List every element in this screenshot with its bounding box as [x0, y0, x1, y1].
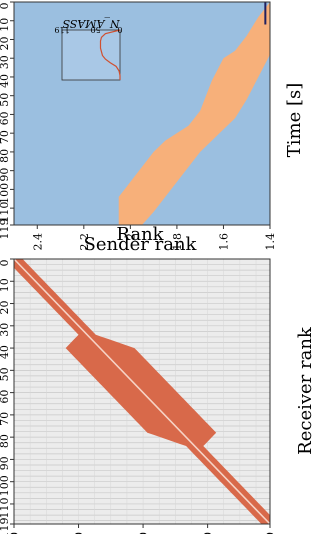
sender-receiver-heatmap: 03060901190102030405060708090100110119 R…: [0, 234, 316, 534]
rank-time-plot: 119 50 0 1.4 1.6 1.8 2 2.2 2.4 0 10 20 30 40 50 60 70 80…: [0, 1, 305, 251]
rank-time-x-tick-label: 1.6: [217, 233, 230, 251]
rank-time-ticks: 1.41.61.822.22.4010203040506070809010011…: [0, 1, 277, 251]
heatmap-marks: [13, 258, 271, 525]
heatmap-y-axis-label: Sender rank: [84, 234, 198, 255]
heatmap-x-tick-label: 90: [202, 532, 215, 534]
rank-time-x-tick-label: 2.4: [31, 233, 44, 251]
inset-tick-label: 50: [91, 25, 101, 34]
heatmap-y-tick-label: 30: [0, 323, 11, 337]
rank-time-y-tick-label: 119: [0, 219, 11, 240]
heatmap-y-tick-label: 60: [0, 390, 11, 404]
inset-tick-label: 0: [117, 25, 122, 34]
rank-time-x-tick-label: 1.8: [171, 233, 184, 251]
heatmap-ticks: 03060901190102030405060708090100110119: [0, 258, 277, 534]
rank-time-y-tick-label: 0: [0, 3, 11, 10]
heatmap-x-tick-label: 60: [137, 532, 150, 534]
rank-time-y-tick-label: 80: [0, 149, 11, 163]
heatmap-x-tick-label: 30: [73, 532, 86, 534]
rank-time-y-tick-label: 30: [0, 55, 11, 69]
rank-time-y-tick-label: 40: [0, 74, 11, 88]
rank-time-x-tick-label: 2.2: [78, 233, 91, 251]
heatmap-y-tick-label: 80: [0, 434, 11, 448]
heatmap-y-tick-label: 50: [0, 367, 11, 381]
heatmap-x-axis-label: Receiver rank: [295, 326, 316, 455]
rank-time-y-tick-label: 100: [0, 183, 11, 204]
inset-plot: 119 50 0: [54, 25, 123, 81]
heatmap-y-tick-label: 0: [0, 260, 11, 267]
rank-time-marks: [13, 1, 271, 226]
heatmap-y-tick-label: 40: [0, 345, 11, 359]
heatmap-frame: [13, 258, 271, 525]
rank-time-y-tick-label: 50: [0, 93, 11, 107]
rank-time-frame: [13, 1, 271, 226]
rank-time-x-tick-label: 2: [124, 233, 137, 240]
inset-series-line: [99, 29, 121, 80]
heatmap-y-tick-label: 10: [0, 278, 11, 292]
inset-y-axis-label: N_AMASS: [62, 17, 121, 30]
rank-time-x-tick-label: 1.4: [264, 233, 277, 251]
heatmap-y-tick-label: 119: [0, 518, 11, 534]
heatmap-y-tick-label: 110: [0, 497, 11, 518]
inset-tick-label: 119: [54, 25, 69, 34]
heatmap-y-tick-label: 90: [0, 456, 11, 470]
rank-time-y-tick-label: 70: [0, 130, 11, 144]
rank-time-y-tick-label: 60: [0, 111, 11, 125]
rank-time-y-tick-label: 10: [0, 18, 11, 32]
rank-time-y-tick-label: 90: [0, 168, 11, 182]
rank-time-x-axis-label: Time [s]: [284, 83, 305, 158]
rank-time-y-axis-label: Rank: [116, 224, 164, 245]
heatmap-x-tick-label: 0: [8, 532, 21, 534]
heatmap-y-tick-label: 100: [0, 475, 11, 496]
active-rank-band: [118, 2, 271, 225]
heatmap-y-tick-label: 20: [0, 301, 11, 315]
rank-time-y-tick-label: 110: [0, 202, 11, 223]
inset-background: [61, 29, 121, 81]
rank-time-y-tick-label: 20: [0, 36, 11, 50]
self-diagonal-line: [13, 258, 271, 525]
heatmap-y-tick-label: 70: [0, 412, 11, 426]
heatmap-x-tick-label: 119: [264, 532, 277, 534]
